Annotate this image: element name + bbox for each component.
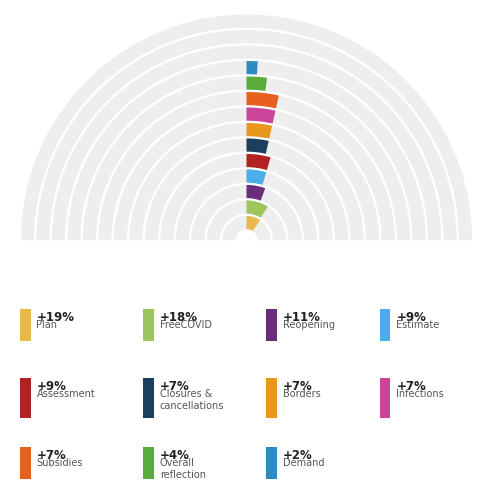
Text: +19%: +19% [36, 311, 74, 324]
Text: +4%: +4% [160, 449, 190, 462]
Text: Demand: Demand [283, 458, 324, 468]
Text: +2%: +2% [283, 449, 313, 462]
Polygon shape [114, 108, 379, 240]
Polygon shape [191, 185, 302, 240]
Polygon shape [98, 92, 394, 240]
Polygon shape [222, 216, 271, 240]
Polygon shape [52, 46, 441, 240]
Polygon shape [36, 30, 457, 240]
Text: Estimate: Estimate [396, 320, 440, 330]
Polygon shape [207, 200, 286, 240]
Polygon shape [246, 185, 265, 200]
Text: Borders: Borders [283, 389, 321, 399]
Text: Assessment: Assessment [36, 389, 95, 399]
Text: Subsidies: Subsidies [36, 458, 83, 468]
Bar [20, 378, 31, 418]
Text: Overall
reflection: Overall reflection [160, 458, 206, 479]
Polygon shape [246, 154, 271, 170]
Bar [20, 309, 31, 341]
Polygon shape [246, 92, 279, 108]
Polygon shape [246, 216, 260, 231]
Polygon shape [129, 123, 364, 240]
Polygon shape [246, 108, 276, 124]
Text: +7%: +7% [160, 380, 189, 393]
Bar [143, 309, 154, 341]
Text: +9%: +9% [36, 380, 67, 393]
Polygon shape [246, 76, 267, 91]
Bar [266, 378, 277, 418]
Bar [380, 309, 390, 341]
Polygon shape [176, 170, 317, 240]
Text: +9%: +9% [396, 311, 426, 324]
Text: FreeCOVID: FreeCOVID [160, 320, 211, 330]
Bar [380, 378, 390, 418]
Text: +18%: +18% [160, 311, 198, 324]
Text: Closures &
cancellations: Closures & cancellations [160, 389, 224, 410]
Bar [266, 447, 277, 479]
Text: Plan: Plan [36, 320, 58, 330]
Polygon shape [246, 123, 272, 138]
Polygon shape [246, 170, 266, 185]
Text: +7%: +7% [36, 449, 66, 462]
Bar [20, 447, 31, 479]
Text: Reopening: Reopening [283, 320, 335, 330]
Polygon shape [68, 61, 425, 240]
Polygon shape [246, 200, 268, 218]
Bar [143, 447, 154, 479]
Polygon shape [246, 138, 269, 154]
Bar [266, 309, 277, 341]
Polygon shape [160, 154, 333, 240]
Polygon shape [246, 61, 258, 74]
Bar [143, 378, 154, 418]
Text: Infections: Infections [396, 389, 444, 399]
Text: +11%: +11% [283, 311, 321, 324]
Polygon shape [83, 76, 410, 240]
Polygon shape [21, 14, 472, 240]
Polygon shape [145, 138, 348, 240]
Text: +7%: +7% [396, 380, 426, 393]
Text: +7%: +7% [283, 380, 313, 393]
